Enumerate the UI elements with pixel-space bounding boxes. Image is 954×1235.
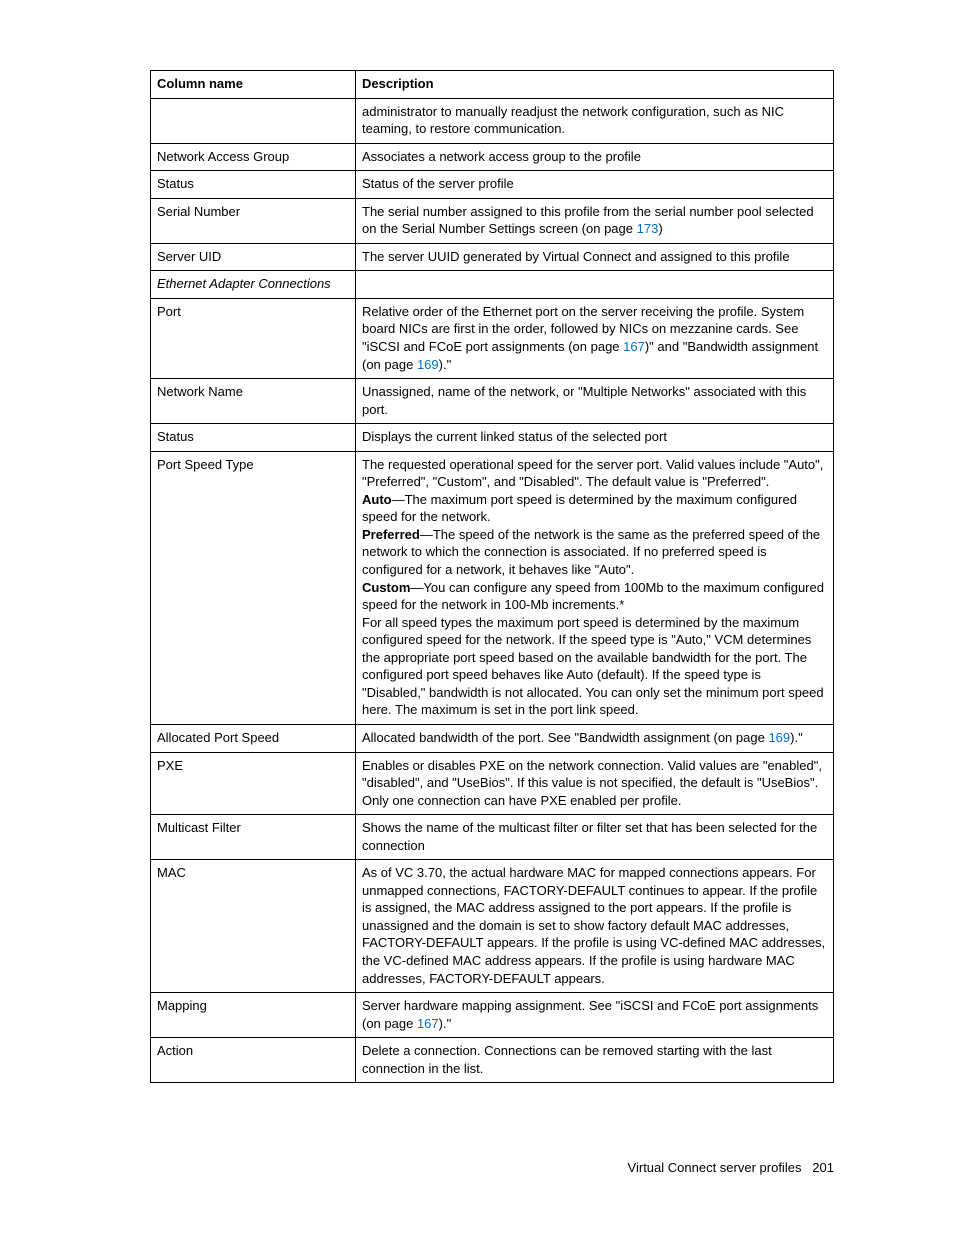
page-footer: Virtual Connect server profiles 201	[628, 1160, 834, 1175]
cell-column-name: PXE	[151, 752, 356, 815]
cell-description: Delete a connection. Connections can be …	[356, 1038, 834, 1083]
cell-column-name: Status	[151, 171, 356, 199]
page-reference-link[interactable]: 169	[417, 357, 439, 372]
page-reference-link[interactable]: 167	[623, 339, 645, 354]
table-row: administrator to manually readjust the n…	[151, 98, 834, 143]
header-column-name: Column name	[151, 71, 356, 99]
footer-section-title: Virtual Connect server profiles	[628, 1160, 802, 1175]
table-row: StatusStatus of the server profile	[151, 171, 834, 199]
table-header-row: Column name Description	[151, 71, 834, 99]
table-row: StatusDisplays the current linked status…	[151, 424, 834, 452]
cell-description: The serial number assigned to this profi…	[356, 198, 834, 243]
cell-description	[356, 271, 834, 299]
cell-column-name: Network Access Group	[151, 143, 356, 171]
cell-column-name: Port	[151, 298, 356, 378]
table-row: Network Access GroupAssociates a network…	[151, 143, 834, 171]
cell-column-name: Server UID	[151, 243, 356, 271]
cell-column-name: Allocated Port Speed	[151, 724, 356, 752]
cell-description: Displays the current linked status of th…	[356, 424, 834, 452]
cell-description: The server UUID generated by Virtual Con…	[356, 243, 834, 271]
cell-description: The requested operational speed for the …	[356, 451, 834, 724]
cell-column-name: Serial Number	[151, 198, 356, 243]
table-row: ActionDelete a connection. Connections c…	[151, 1038, 834, 1083]
cell-column-name: Multicast Filter	[151, 815, 356, 860]
table-row: MappingServer hardware mapping assignmen…	[151, 993, 834, 1038]
cell-description: Associates a network access group to the…	[356, 143, 834, 171]
column-description-table: Column name Description administrator to…	[150, 70, 834, 1083]
cell-description: Unassigned, name of the network, or "Mul…	[356, 379, 834, 424]
cell-description: Shows the name of the multicast filter o…	[356, 815, 834, 860]
table-row: Network NameUnassigned, name of the netw…	[151, 379, 834, 424]
cell-column-name: Status	[151, 424, 356, 452]
cell-description: Relative order of the Ethernet port on t…	[356, 298, 834, 378]
table-row: Serial NumberThe serial number assigned …	[151, 198, 834, 243]
cell-description: Status of the server profile	[356, 171, 834, 199]
cell-column-name: Port Speed Type	[151, 451, 356, 724]
table-row: PXEEnables or disables PXE on the networ…	[151, 752, 834, 815]
term-label: Custom	[362, 580, 410, 595]
table-row: Port Speed TypeThe requested operational…	[151, 451, 834, 724]
footer-page-number: 201	[812, 1160, 834, 1175]
cell-description: As of VC 3.70, the actual hardware MAC f…	[356, 860, 834, 993]
term-label: Preferred	[362, 527, 420, 542]
table-row: Multicast FilterShows the name of the mu…	[151, 815, 834, 860]
cell-column-name: Ethernet Adapter Connections	[151, 271, 356, 299]
cell-column-name: Network Name	[151, 379, 356, 424]
cell-column-name: MAC	[151, 860, 356, 993]
table-body: administrator to manually readjust the n…	[151, 98, 834, 1083]
document-page: Column name Description administrator to…	[0, 0, 954, 1235]
cell-column-name	[151, 98, 356, 143]
cell-description: Allocated bandwidth of the port. See "Ba…	[356, 724, 834, 752]
table-row: Server UIDThe server UUID generated by V…	[151, 243, 834, 271]
cell-description: administrator to manually readjust the n…	[356, 98, 834, 143]
header-description: Description	[356, 71, 834, 99]
page-reference-link[interactable]: 167	[417, 1016, 439, 1031]
cell-description: Enables or disables PXE on the network c…	[356, 752, 834, 815]
table-row: MACAs of VC 3.70, the actual hardware MA…	[151, 860, 834, 993]
cell-description: Server hardware mapping assignment. See …	[356, 993, 834, 1038]
page-reference-link[interactable]: 173	[637, 221, 659, 236]
table-row: Allocated Port SpeedAllocated bandwidth …	[151, 724, 834, 752]
term-label: Auto	[362, 492, 392, 507]
table-row: PortRelative order of the Ethernet port …	[151, 298, 834, 378]
cell-column-name: Action	[151, 1038, 356, 1083]
cell-column-name: Mapping	[151, 993, 356, 1038]
section-heading: Ethernet Adapter Connections	[157, 276, 331, 291]
table-row: Ethernet Adapter Connections	[151, 271, 834, 299]
page-reference-link[interactable]: 169	[768, 730, 790, 745]
